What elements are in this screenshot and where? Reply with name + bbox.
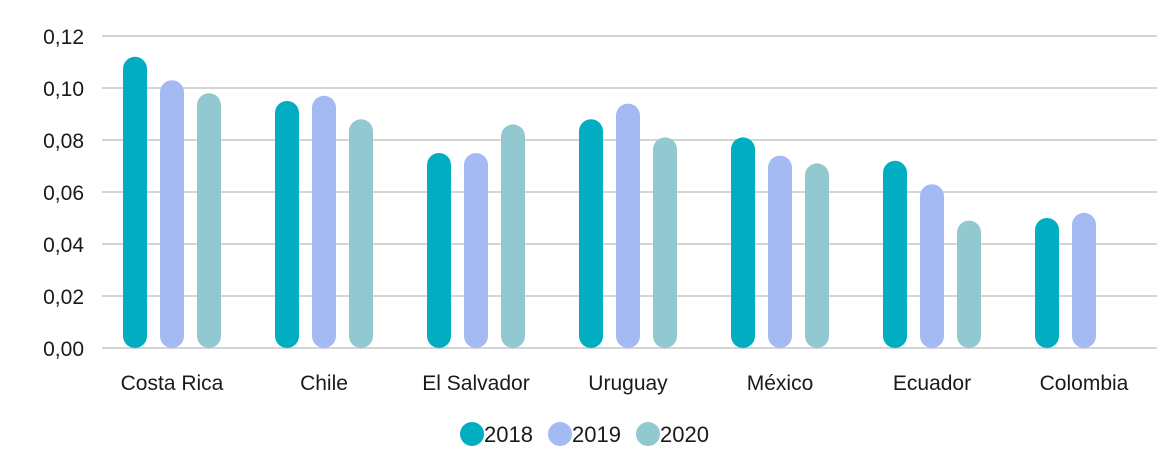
x-category-label: Chile <box>300 372 348 395</box>
x-axis-categories: Costa Rica Chile El Salvador Uruguay México E… <box>121 372 1129 395</box>
legend: 2018 2019 2020 <box>460 422 709 447</box>
bar-2019-4 <box>768 155 792 348</box>
y-tick-label: 0,02 <box>43 286 84 309</box>
x-category-label: Costa Rica <box>121 372 224 395</box>
x-category-label: México <box>747 372 814 395</box>
x-category-label: Uruguay <box>588 372 668 395</box>
legend-marker <box>548 422 572 446</box>
x-category-label: El Salvador <box>422 372 529 395</box>
x-category-label: Colombia <box>1040 372 1129 395</box>
bar-2019-5 <box>920 184 944 348</box>
y-tick-label: 0,00 <box>43 338 84 361</box>
y-axis-ticks: 0,00 0,02 0,04 0,06 0,08 0,10 0,12 <box>43 26 84 361</box>
bar-2019-0 <box>160 80 184 348</box>
y-tick-label: 0,12 <box>43 26 84 49</box>
bar-2018-6 <box>1035 218 1059 348</box>
bar-2018-3 <box>579 119 603 348</box>
bar-2018-0 <box>123 56 147 349</box>
bar-2019-6 <box>1072 212 1096 348</box>
y-tick-label: 0,04 <box>43 234 84 257</box>
bar-2020-2 <box>501 124 525 349</box>
bar-2020-3 <box>653 137 677 348</box>
bar-2019-3 <box>616 103 640 348</box>
y-tick-label: 0,10 <box>43 78 84 101</box>
bar-2020-0 <box>197 93 221 348</box>
legend-label: 2019 <box>572 422 621 447</box>
y-tick-label: 0,06 <box>43 182 84 205</box>
bar-2019-1 <box>312 95 336 348</box>
bar-2020-5 <box>957 220 981 348</box>
y-tick-label: 0,08 <box>43 130 84 153</box>
bar-2020-4 <box>805 163 829 348</box>
legend-marker <box>636 422 660 446</box>
x-category-label: Ecuador <box>893 372 971 395</box>
bar-2018-1 <box>275 101 299 348</box>
bar-2020-1 <box>349 119 373 348</box>
bar-2018-5 <box>883 160 907 348</box>
legend-marker <box>460 422 484 446</box>
legend-label: 2020 <box>660 422 709 447</box>
bar-2019-2 <box>464 153 488 348</box>
bars <box>123 56 1096 349</box>
bar-2018-2 <box>427 153 451 348</box>
legend-label: 2018 <box>484 422 533 447</box>
bar-2018-4 <box>731 137 755 348</box>
